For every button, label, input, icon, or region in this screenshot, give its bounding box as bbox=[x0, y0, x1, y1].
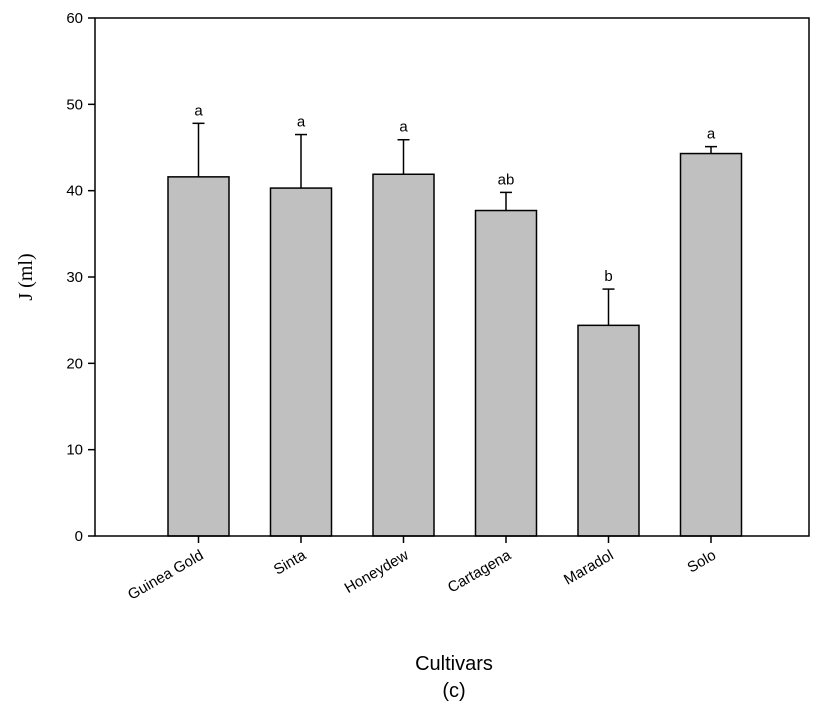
bar bbox=[167, 176, 230, 537]
significance-letters: a a a ab b a bbox=[194, 102, 716, 285]
category-label: Honeydew bbox=[342, 547, 412, 597]
category-label: Guinea Gold bbox=[125, 547, 206, 604]
y-tick-label: 20 bbox=[66, 355, 83, 372]
category-label: Sinta bbox=[271, 546, 310, 578]
panel-label: (c) bbox=[442, 680, 465, 702]
significance-letter: a bbox=[707, 126, 716, 143]
significance-letter: a bbox=[194, 102, 203, 119]
bar bbox=[577, 324, 640, 537]
y-tick-label: 10 bbox=[66, 442, 83, 459]
x-axis-category-labels: Guinea Gold Sinta Honeydew Cartagena Maradol… bbox=[125, 536, 719, 604]
bar bbox=[474, 209, 538, 537]
y-tick-label: 60 bbox=[66, 10, 83, 27]
category-label: Solo bbox=[684, 547, 719, 577]
significance-letter: b bbox=[604, 268, 612, 285]
y-tick-label: 0 bbox=[75, 528, 83, 545]
y-axis-ticks: 0 10 20 30 40 50 60 bbox=[66, 10, 95, 545]
category-label: Cartagena bbox=[445, 546, 515, 596]
bar bbox=[679, 152, 743, 537]
y-tick-label: 50 bbox=[66, 96, 83, 113]
y-axis-title: J (ml) bbox=[15, 253, 37, 300]
bar bbox=[269, 187, 333, 537]
bar bbox=[372, 173, 435, 537]
category-label: Maradol bbox=[561, 547, 616, 589]
significance-letter: ab bbox=[498, 171, 515, 188]
significance-letter: a bbox=[399, 119, 408, 136]
plot-frame bbox=[94, 17, 810, 537]
bars bbox=[167, 152, 743, 537]
significance-letter: a bbox=[297, 114, 306, 131]
y-tick-label: 40 bbox=[66, 183, 83, 200]
x-axis-title: Cultivars bbox=[415, 653, 493, 675]
error-bars bbox=[192, 122, 717, 326]
y-tick-label: 30 bbox=[66, 269, 83, 286]
